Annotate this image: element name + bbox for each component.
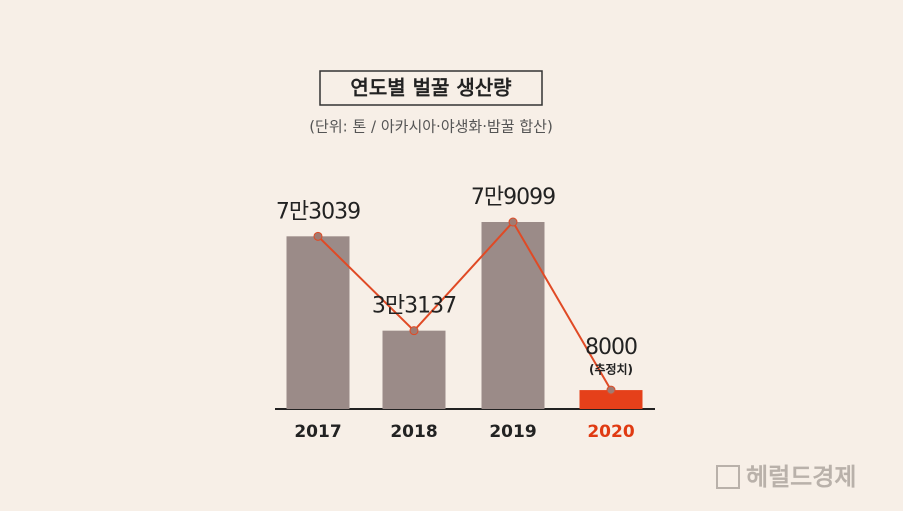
x-tick-label: 2017 xyxy=(294,422,341,442)
x-tick-label: 2018 xyxy=(390,422,437,442)
x-tick-label: 2020 xyxy=(587,422,634,442)
value-label: 7만3039 xyxy=(276,199,360,224)
point xyxy=(409,326,419,336)
bar xyxy=(382,330,446,409)
bar xyxy=(481,222,545,409)
title-box xyxy=(319,70,543,106)
trend-line xyxy=(317,220,612,391)
point xyxy=(606,385,616,395)
point xyxy=(313,231,323,241)
point xyxy=(508,217,518,227)
x-tick-label: 2019 xyxy=(489,422,536,442)
chart-subtitle: (단위: 톤 / 아카시아·야생화·밤꿀 합산) xyxy=(309,118,553,136)
chart-title: 연도별 벌꿀 생산량 xyxy=(350,76,512,100)
value-label: 7만9099 xyxy=(471,185,555,210)
value-label: 3만3137 xyxy=(372,294,456,319)
watermark: 헤럴드경제 xyxy=(746,463,856,491)
value-label: 8000 xyxy=(585,335,637,360)
watermark-icon xyxy=(716,465,740,489)
annotation: (추정치) xyxy=(589,362,633,377)
bar xyxy=(286,236,350,409)
bar xyxy=(579,390,643,409)
